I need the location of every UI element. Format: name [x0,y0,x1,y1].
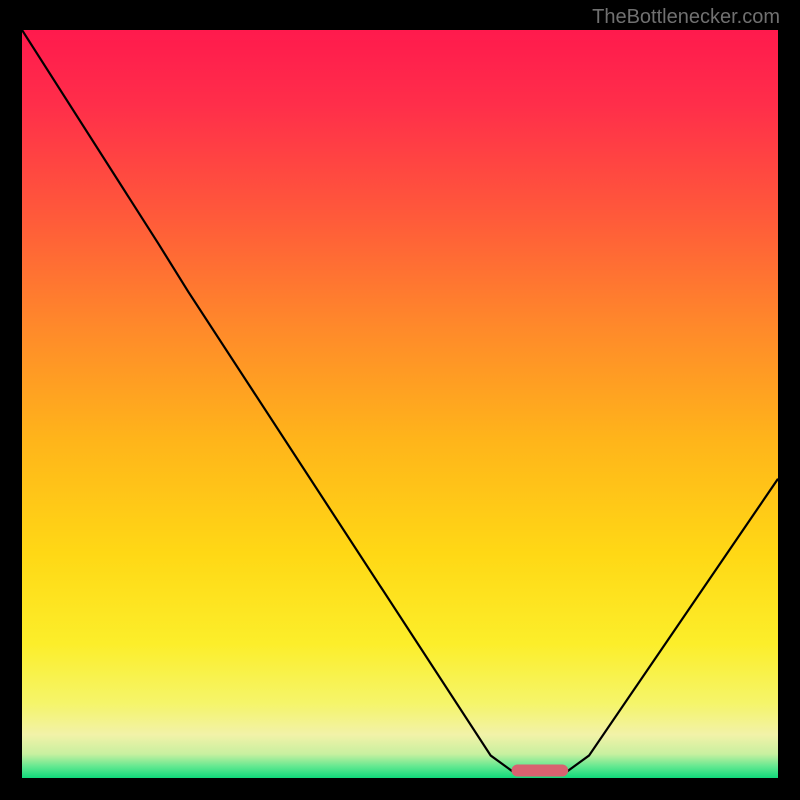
watermark-text: TheBottlenecker.com [592,6,780,29]
chart-area [22,30,778,778]
chart-svg [22,30,778,778]
gradient-background [22,30,778,778]
optimum-marker [512,765,569,777]
